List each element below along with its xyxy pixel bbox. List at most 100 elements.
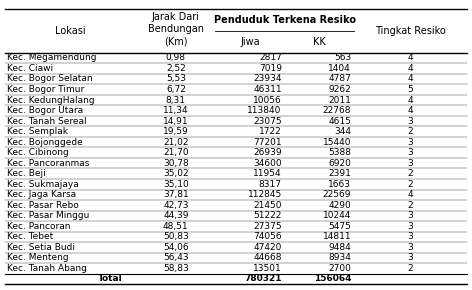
Text: 23075: 23075 [253, 117, 282, 126]
Text: 4615: 4615 [329, 117, 351, 126]
Text: 2817: 2817 [259, 53, 282, 62]
Text: 15440: 15440 [323, 138, 351, 147]
Text: 22768: 22768 [323, 106, 351, 115]
Text: 4: 4 [408, 53, 413, 62]
Text: Kec. Tebet: Kec. Tebet [8, 232, 54, 241]
Text: 3: 3 [408, 243, 413, 252]
Text: Kec. Setia Budi: Kec. Setia Budi [8, 243, 76, 252]
Text: 3: 3 [408, 253, 413, 262]
Text: 54,06: 54,06 [163, 243, 189, 252]
Text: 4290: 4290 [329, 201, 351, 210]
Text: 780321: 780321 [244, 275, 282, 284]
Text: Kec. Ciawi: Kec. Ciawi [8, 64, 54, 73]
Text: Kec. Pasar Minggu: Kec. Pasar Minggu [8, 211, 90, 220]
Text: Kec. Bogor Timur: Kec. Bogor Timur [8, 85, 85, 94]
Text: Kec. Tanah Abang: Kec. Tanah Abang [8, 264, 87, 273]
Text: Kec. Bogor Selatan: Kec. Bogor Selatan [8, 75, 93, 84]
Text: Kec. Megamendung: Kec. Megamendung [8, 53, 97, 62]
Text: 3: 3 [408, 222, 413, 231]
Text: 14811: 14811 [322, 232, 351, 241]
Text: 2391: 2391 [329, 169, 351, 178]
Text: 10244: 10244 [323, 211, 351, 220]
Text: 4: 4 [408, 64, 413, 73]
Text: 58,83: 58,83 [163, 264, 189, 273]
Text: KK: KK [313, 37, 326, 47]
Text: 10056: 10056 [253, 95, 282, 104]
Text: Kec. Semplak: Kec. Semplak [8, 127, 68, 136]
Text: Jiwa: Jiwa [240, 37, 260, 47]
Text: 11,34: 11,34 [163, 106, 189, 115]
Text: 4: 4 [408, 106, 413, 115]
Text: Kec. Menteng: Kec. Menteng [8, 253, 69, 262]
Text: Penduduk Terkena Resiko: Penduduk Terkena Resiko [213, 14, 355, 25]
Text: 563: 563 [334, 53, 351, 62]
Text: 30,78: 30,78 [163, 159, 189, 168]
Text: 1663: 1663 [328, 180, 351, 189]
Text: 4: 4 [408, 95, 413, 104]
Text: Kec. Cibinong: Kec. Cibinong [8, 148, 69, 157]
Text: 3: 3 [408, 232, 413, 241]
Text: 2,52: 2,52 [166, 64, 186, 73]
Text: Jarak Dari
Bendungan
(Km): Jarak Dari Bendungan (Km) [148, 12, 204, 46]
Text: Kec. Sukmajaya: Kec. Sukmajaya [8, 180, 79, 189]
Text: 2: 2 [408, 127, 413, 136]
Text: 74056: 74056 [253, 232, 282, 241]
Text: Kec. Bogor Utara: Kec. Bogor Utara [8, 106, 84, 115]
Text: 4787: 4787 [329, 75, 351, 84]
Text: 5,53: 5,53 [166, 75, 186, 84]
Text: 344: 344 [334, 127, 351, 136]
Text: 46311: 46311 [253, 85, 282, 94]
Text: 3: 3 [408, 211, 413, 220]
Text: 11954: 11954 [253, 169, 282, 178]
Text: 4: 4 [408, 75, 413, 84]
Text: 2: 2 [408, 169, 413, 178]
Text: 0,98: 0,98 [166, 53, 186, 62]
Text: 13501: 13501 [253, 264, 282, 273]
Text: 21,02: 21,02 [163, 138, 189, 147]
Text: 19,59: 19,59 [163, 127, 189, 136]
Text: 35,02: 35,02 [163, 169, 189, 178]
Text: 44668: 44668 [253, 253, 282, 262]
Text: 5475: 5475 [329, 222, 351, 231]
Text: 8,31: 8,31 [166, 95, 186, 104]
Text: 5: 5 [408, 85, 413, 94]
Text: 23934: 23934 [253, 75, 282, 84]
Text: 3: 3 [408, 159, 413, 168]
Text: 14,91: 14,91 [163, 117, 189, 126]
Text: 6,72: 6,72 [166, 85, 186, 94]
Text: 7019: 7019 [259, 64, 282, 73]
Text: 2: 2 [408, 264, 413, 273]
Text: 112845: 112845 [247, 190, 282, 199]
Text: Kec. Tanah Sereal: Kec. Tanah Sereal [8, 117, 87, 126]
Text: 56,43: 56,43 [163, 253, 189, 262]
Text: 42,73: 42,73 [163, 201, 189, 210]
Text: 26939: 26939 [253, 148, 282, 157]
Text: 4: 4 [408, 190, 413, 199]
Text: 1722: 1722 [259, 127, 282, 136]
Text: Kec. Beji: Kec. Beji [8, 169, 46, 178]
Text: 3: 3 [408, 148, 413, 157]
Text: 8317: 8317 [259, 180, 282, 189]
Text: 48,51: 48,51 [163, 222, 189, 231]
Text: 21,70: 21,70 [163, 148, 189, 157]
Text: 1404: 1404 [329, 64, 351, 73]
Text: 27375: 27375 [253, 222, 282, 231]
Text: 9262: 9262 [329, 85, 351, 94]
Text: Kec. Bojonggede: Kec. Bojonggede [8, 138, 83, 147]
Text: 2700: 2700 [329, 264, 351, 273]
Text: 35,10: 35,10 [163, 180, 189, 189]
Text: 77201: 77201 [253, 138, 282, 147]
Text: 22569: 22569 [323, 190, 351, 199]
Text: Kec. Pancoran: Kec. Pancoran [8, 222, 71, 231]
Text: 156064: 156064 [314, 275, 351, 284]
Text: 37,81: 37,81 [163, 190, 189, 199]
Text: Total: Total [98, 275, 122, 284]
Text: 5388: 5388 [328, 148, 351, 157]
Text: 3: 3 [408, 138, 413, 147]
Text: 50,83: 50,83 [163, 232, 189, 241]
Text: Tingkat Resiko: Tingkat Resiko [375, 26, 446, 36]
Text: 44,39: 44,39 [163, 211, 189, 220]
Text: Lokasi: Lokasi [55, 26, 86, 36]
Text: 47420: 47420 [253, 243, 282, 252]
Text: Kec. Pancoranmas: Kec. Pancoranmas [8, 159, 90, 168]
